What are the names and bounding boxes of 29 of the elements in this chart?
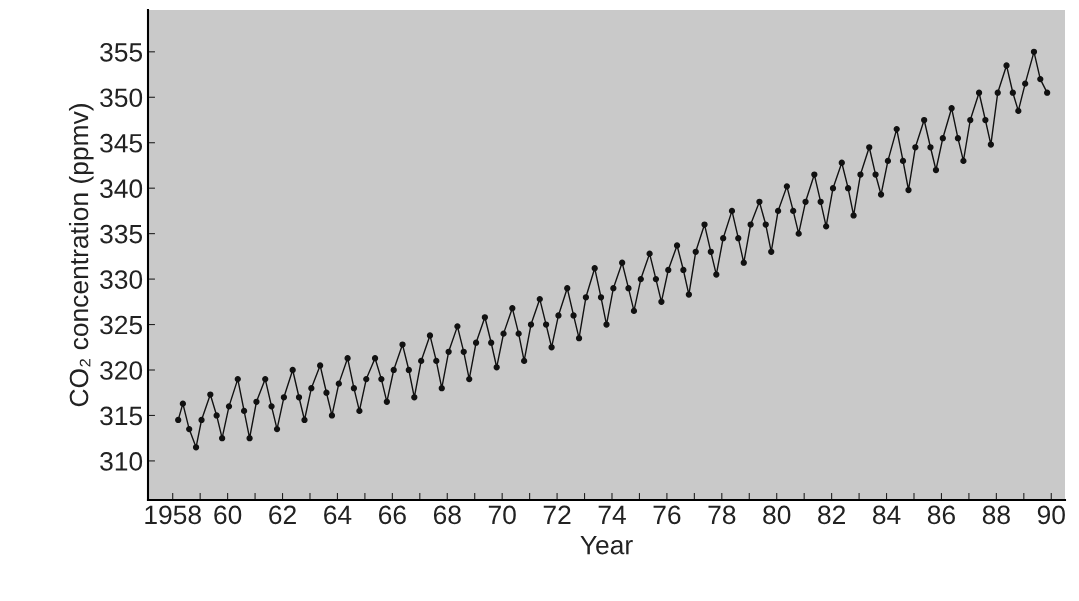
- y-tick-label: 335: [100, 224, 143, 244]
- x-tick-label: 72: [543, 505, 571, 524]
- y-tick-label: 355: [100, 42, 143, 62]
- y-axis-title: CO₂ concentration (ppmv): [68, 104, 94, 407]
- y-tick-label: 350: [100, 88, 143, 108]
- x-tick-label: 84: [873, 505, 901, 525]
- y-tick-label: 325: [100, 315, 143, 335]
- y-tick-label: 330: [100, 270, 143, 289]
- x-axis-title: Year: [580, 535, 633, 555]
- x-tick-label: 82: [818, 505, 845, 525]
- y-tick-label: 340: [100, 179, 143, 198]
- x-tick-label: 86: [927, 505, 955, 525]
- x-tick-label: 76: [653, 505, 681, 525]
- x-tick-label: 80: [763, 505, 791, 525]
- x-tick-label: 78: [708, 505, 736, 525]
- x-tick-label: 62: [269, 505, 296, 525]
- y-tick-label: 315: [100, 406, 143, 426]
- x-tick-label: 74: [598, 505, 626, 524]
- x-tick-label: 64: [324, 505, 352, 525]
- y-tick-label: 310: [100, 452, 143, 471]
- x-tick-label: 90: [1037, 505, 1065, 525]
- x-tick-label: 88: [982, 505, 1010, 525]
- y-tick-label: 320: [100, 361, 143, 380]
- x-tick-label: 60: [214, 505, 242, 525]
- x-tick-label: 68: [433, 505, 461, 525]
- y-tick-label: 345: [100, 133, 143, 153]
- x-tick-label: 1958: [145, 505, 201, 525]
- x-tick-label: 70: [488, 505, 516, 525]
- x-tick-label: 66: [379, 505, 406, 525]
